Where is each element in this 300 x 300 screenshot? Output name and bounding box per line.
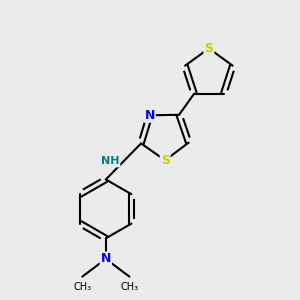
Text: CH₃: CH₃ [73, 283, 91, 292]
Text: N: N [100, 252, 111, 266]
Text: S: S [161, 154, 170, 167]
Text: NH: NH [101, 156, 119, 167]
Text: S: S [204, 42, 213, 55]
Text: N: N [145, 109, 155, 122]
Text: CH₃: CH₃ [120, 283, 139, 292]
